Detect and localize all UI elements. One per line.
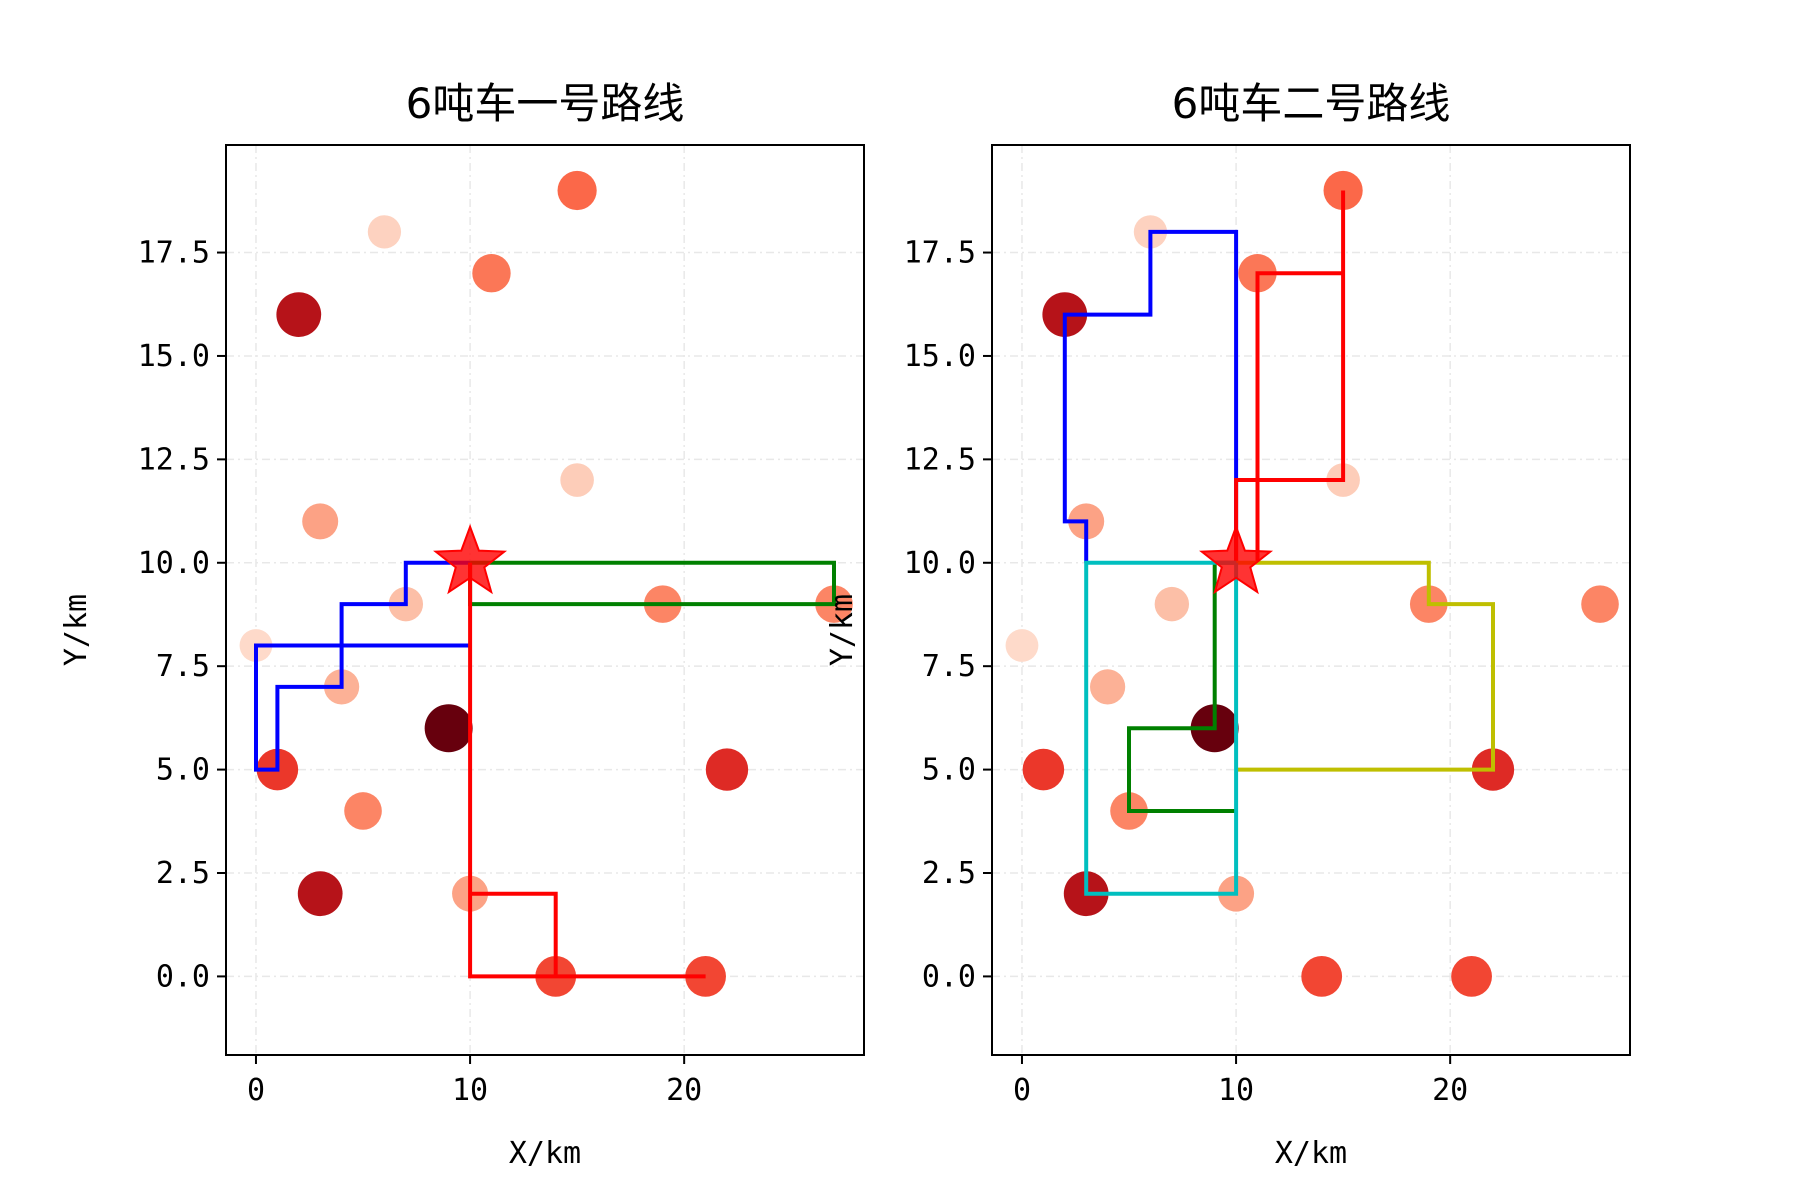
y-tick-label: 10.0 (904, 546, 976, 581)
x-tick-label: 20 (666, 1073, 702, 1108)
customer-point (1154, 586, 1190, 622)
y-axis-label: Y/km (59, 594, 94, 666)
plot-frame (991, 144, 1631, 1056)
chart-title: 6吨车一号路线 (406, 79, 685, 128)
customer-point (560, 463, 594, 497)
customer-point (705, 748, 749, 791)
x-tick-label: 0 (247, 1073, 265, 1108)
y-tick-label: 12.5 (904, 442, 976, 477)
y-tick-label: 2.5 (156, 856, 210, 891)
plot-frame (225, 144, 865, 1056)
y-tick-label: 7.5 (156, 649, 210, 684)
customer-point (344, 792, 382, 830)
customer-point (367, 215, 402, 249)
customer-point (276, 292, 322, 337)
x-tick-label: 0 (1013, 1073, 1031, 1108)
x-tick-label: 20 (1432, 1073, 1468, 1108)
x-tick-label: 10 (452, 1073, 488, 1108)
customer-point (1090, 669, 1126, 705)
x-tick-label: 10 (1218, 1073, 1254, 1108)
route-line (254, 560, 471, 772)
y-tick-label: 12.5 (138, 442, 210, 477)
customer-point (472, 254, 511, 293)
route-line (1084, 560, 1239, 896)
customer-point (557, 170, 597, 211)
route-line (468, 562, 706, 979)
y-tick-label: 17.5 (904, 236, 976, 271)
y-tick-label: 2.5 (922, 856, 976, 891)
customer-point (1301, 956, 1343, 997)
customer-point (1005, 629, 1039, 662)
y-tick-label: 15.0 (904, 339, 976, 374)
chart-panel-1: 0 10 20 0.0 2.5 5.0 7.5 10.0 12.5 15.0 17.5 6吨车一号路线… (59, 79, 865, 1171)
customer-point (302, 503, 339, 540)
customer-point (1022, 748, 1065, 791)
depot-star (433, 523, 508, 595)
route-line (1236, 560, 1495, 772)
y-tick-label: 5.0 (156, 753, 210, 788)
route-line (1234, 190, 1346, 563)
depot-star (1199, 523, 1274, 595)
y-tick-label: 5.0 (922, 753, 976, 788)
chart-panel-2: 0 10 20 0.0 2.5 5.0 7.5 10.0 12.5 15.0 17.5 6吨车二号路线… (825, 79, 1631, 1171)
customer-point (424, 704, 473, 753)
y-tick-label: 7.5 (922, 649, 976, 684)
y-axis-label: Y/km (825, 594, 860, 666)
customer-point (297, 871, 343, 917)
route-line (1062, 229, 1239, 563)
y-tick-label: 0.0 (922, 959, 976, 994)
x-axis-label: X/km (1275, 1136, 1347, 1171)
y-tick-label: 15.0 (138, 339, 210, 374)
y-tick-label: 17.5 (138, 236, 210, 271)
chart-title: 6吨车二号路线 (1172, 79, 1451, 128)
y-tick-label: 10.0 (138, 546, 210, 581)
y-tick-label: 0.0 (156, 959, 210, 994)
x-axis-label: X/km (509, 1136, 581, 1171)
customer-point (1581, 585, 1619, 623)
customer-point (1451, 956, 1492, 997)
